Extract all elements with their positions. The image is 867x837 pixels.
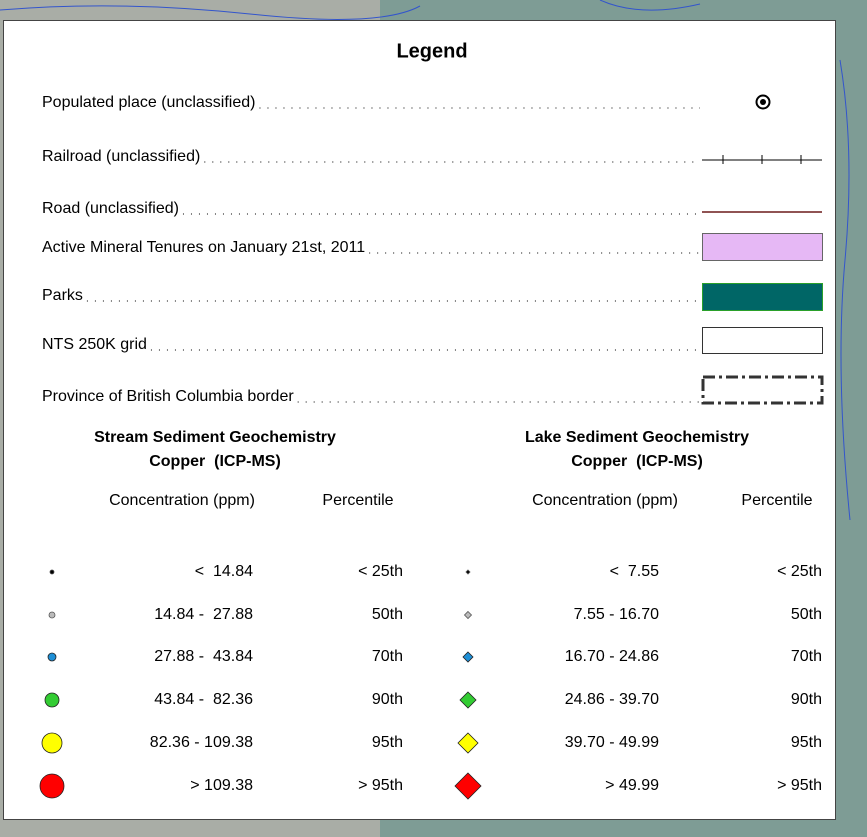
column-header: Percentile <box>322 492 393 509</box>
concentration: 82.36 - 109.38 <box>150 734 253 751</box>
legend-item-label: Parks <box>42 287 83 304</box>
sample-symbol <box>40 774 64 798</box>
sample-symbol <box>48 653 56 661</box>
percentile: 95th <box>791 734 822 751</box>
table-subtitle: Copper (ICP-MS) <box>149 453 281 470</box>
table-title: Stream Sediment Geochemistry <box>94 429 336 446</box>
concentration: 7.55 - 16.70 <box>574 606 660 623</box>
sample-symbol <box>49 612 55 618</box>
sample-symbol <box>45 693 59 707</box>
legend-item-label: Province of British Columbia border <box>42 388 294 405</box>
percentile: > 95th <box>358 777 403 794</box>
concentration: > 109.38 <box>190 777 253 794</box>
percentile: 50th <box>372 606 403 623</box>
concentration: 14.84 - 27.88 <box>154 606 253 623</box>
percentile: < 25th <box>358 563 403 580</box>
column-header: Concentration (ppm) <box>532 492 678 509</box>
legend-item-label: Active Mineral Tenures on January 21st, … <box>42 239 365 256</box>
percentile: 70th <box>791 648 822 665</box>
park-symbol <box>703 284 823 311</box>
legend-item-label: Road (unclassified) <box>42 200 179 217</box>
concentration: < 7.55 <box>610 563 659 580</box>
concentration: 16.70 - 24.86 <box>565 648 659 665</box>
nts-grid-symbol <box>703 328 823 354</box>
column-header: Concentration (ppm) <box>109 492 255 509</box>
legend-box <box>4 21 836 820</box>
percentile: 70th <box>372 648 403 665</box>
percentile: > 95th <box>777 777 822 794</box>
sample-symbol <box>42 733 62 753</box>
concentration: 27.88 - 43.84 <box>154 648 253 665</box>
percentile: 90th <box>791 691 822 708</box>
concentration: 39.70 - 49.99 <box>565 734 659 751</box>
percentile: 90th <box>372 691 403 708</box>
table-subtitle: Copper (ICP-MS) <box>571 453 703 470</box>
column-header: Percentile <box>741 492 812 509</box>
map-legend: Legend Populated place (unclassified) Rai… <box>0 0 867 837</box>
percentile: < 25th <box>777 563 822 580</box>
page: Legend Populated place (unclassified) Rai… <box>0 0 867 837</box>
percentile: 95th <box>372 734 403 751</box>
concentration: 43.84 - 82.36 <box>154 691 253 708</box>
tenure-symbol <box>703 234 823 261</box>
sample-symbol <box>50 570 54 574</box>
concentration: 24.86 - 39.70 <box>565 691 659 708</box>
concentration: < 14.84 <box>195 563 253 580</box>
legend-item-label: NTS 250K grid <box>42 336 147 353</box>
concentration: > 49.99 <box>605 777 659 794</box>
percentile: 50th <box>791 606 822 623</box>
legend-item-label: Railroad (unclassified) <box>42 148 200 165</box>
place-symbol-dot <box>760 99 766 105</box>
legend-title: Legend <box>396 40 467 62</box>
table-title: Lake Sediment Geochemistry <box>525 429 749 446</box>
legend-item-label: Populated place (unclassified) <box>42 94 255 111</box>
